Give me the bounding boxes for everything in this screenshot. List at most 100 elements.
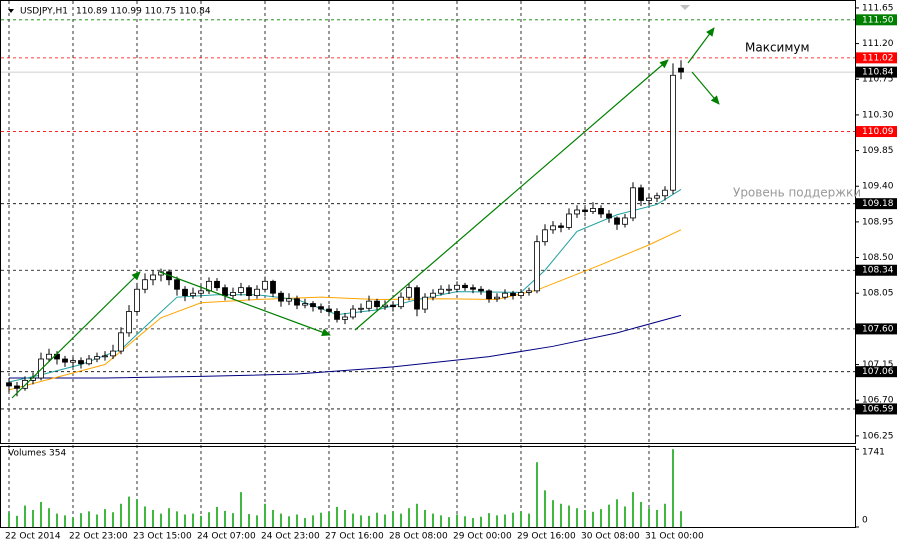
volume-bar [400,513,402,527]
candle-body [558,225,564,228]
y-tick-label: 110.75 [862,75,894,85]
volume-bar [112,512,114,527]
volume-bar [544,490,546,527]
chart-title: USDJPY,H1 [20,7,68,17]
arrow [354,59,669,331]
volume-bar [96,514,98,527]
candle-body [6,382,12,387]
candle-body [614,217,620,225]
volume-bar [536,462,538,527]
candle-body [582,209,588,212]
volume-bar [304,518,306,527]
level-box [856,323,897,335]
volume-bar [568,505,570,527]
candle-body [406,287,412,298]
arrow [11,271,141,399]
menu-marker [8,9,14,13]
volume-bar [80,513,82,527]
candle-body [110,350,116,357]
level-label: 107.60 [862,324,894,334]
level-label: 111.50 [862,15,894,25]
candle-body [646,197,652,201]
candle-body [590,208,596,212]
volume-bar [104,509,106,527]
x-tick-label: 30 Oct 08:00 [581,532,640,542]
volume-bar [584,510,586,527]
x-tick-label: 31 Oct 00:00 [645,532,704,542]
level-box [856,366,897,378]
candle-body [46,353,52,360]
candle-body [414,287,420,310]
candle-body [598,208,604,215]
volume-bar [504,514,506,527]
volume-bar [488,513,490,527]
candle-body [302,303,308,306]
volume-bar [56,513,58,527]
volume-bar [160,513,162,527]
candle-body [430,292,436,298]
candle-body [182,288,188,296]
candle-body [662,189,668,197]
candle-body [206,280,212,292]
candle-body [654,195,660,199]
volume-bar [248,514,250,527]
candle-body [174,279,180,290]
candle-body [286,298,292,302]
volume-bar [384,514,386,527]
candle-body [422,296,428,310]
candle-body [638,187,644,201]
arrow [687,27,715,64]
volume-bar [552,500,554,527]
candle-body [62,358,68,363]
candle-body [14,385,20,389]
candle-body [526,290,532,293]
volume-bar [456,514,458,527]
level-label: 110.84 [862,68,894,78]
volume-bar [144,506,146,527]
level-box [856,66,897,78]
volume-bar [416,503,418,527]
y-tick-label: 111.20 [862,39,894,49]
volume-bar [256,515,258,527]
candle-body [486,290,492,300]
volume-bar [528,513,530,527]
volume-bar [640,501,642,527]
volume-bar [520,511,522,527]
chart-subtitle: 110.89 110.99 110.75 110.84 [76,7,211,17]
volume-bar [16,515,18,527]
level-box [856,14,897,26]
level-box [856,264,897,276]
candle-body [462,284,468,289]
level-label: 107.06 [862,367,894,377]
candle-body [566,213,572,228]
volume-bar [32,510,34,527]
candle-body [142,279,148,290]
volume-bar [480,516,482,527]
volume-bar [424,510,426,527]
volume-bar [592,511,594,527]
volume-bar [648,508,650,527]
y-tick-label: 1741 [862,448,885,458]
candle-body [246,287,252,296]
y-tick-label: 106.70 [862,396,894,406]
volume-bar [272,510,274,527]
volume-bar [240,492,242,527]
volume-bar [336,506,338,527]
volume-bar [392,511,394,527]
candle-body [118,332,124,352]
volume-bar [176,511,178,527]
x-tick-label: 22 Oct 23:00 [69,532,128,542]
volume-bar [280,513,282,527]
volume-bar [120,503,122,527]
candle-body [470,287,476,290]
volume-bar [616,499,618,527]
y-tick-label: 109.40 [862,182,894,192]
volume-bar [88,511,90,527]
overlay: USDJPY,H1 110.89 110.99 110.75 110.84 Vo… [8,5,861,459]
volume-bar [64,515,66,527]
volume-bar [632,492,634,527]
y-tick-label: 109.85 [862,146,894,156]
candle-body [318,306,324,310]
volume-bar [472,518,474,527]
